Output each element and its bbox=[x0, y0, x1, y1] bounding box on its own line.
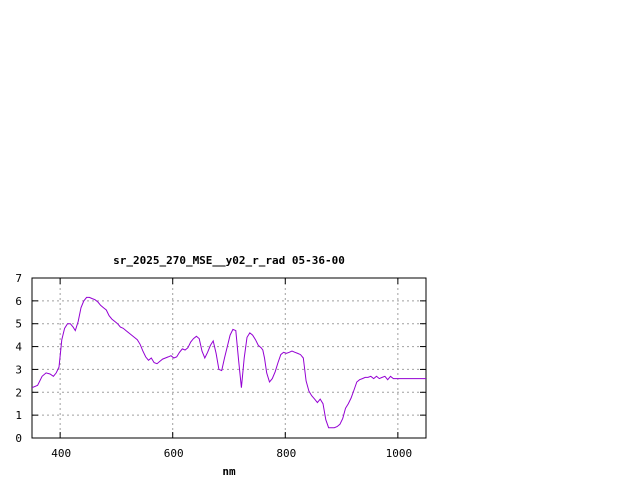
y-tick-label: 4 bbox=[15, 341, 22, 354]
x-tick-label: 600 bbox=[164, 447, 184, 460]
chart-title: sr_2025_270_MSE__y02_r_rad 05-36-00 bbox=[113, 254, 345, 267]
plot-area-border bbox=[31, 277, 427, 439]
grid-lines bbox=[32, 278, 426, 438]
y-tick-label: 7 bbox=[15, 272, 22, 285]
y-tick-label: 5 bbox=[15, 318, 22, 331]
y-tick-label: 0 bbox=[15, 432, 22, 445]
series-line bbox=[31, 296, 426, 429]
y-tick-label: 2 bbox=[15, 386, 22, 399]
x-tick-label: 800 bbox=[276, 447, 296, 460]
y-tick-label: 1 bbox=[15, 409, 22, 422]
x-tick-label: 1000 bbox=[386, 447, 413, 460]
x-tick-label: 400 bbox=[51, 447, 71, 460]
axis-ticks bbox=[32, 277, 426, 439]
tick-labels: 0 1 2 3 4 5 6 7 400 600 800 1000 bbox=[15, 272, 412, 460]
x-axis-label: nm bbox=[222, 465, 236, 478]
y-tick-label: 6 bbox=[15, 295, 22, 308]
y-tick-label: 3 bbox=[15, 363, 22, 376]
